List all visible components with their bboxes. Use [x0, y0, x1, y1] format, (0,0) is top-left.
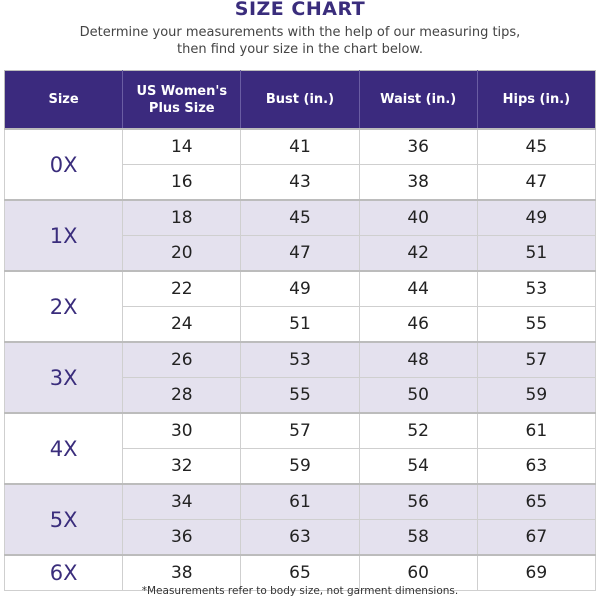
table-row: 0X 14 41 36 45 — [3, 128, 597, 201]
size-cell: 4X — [3, 412, 124, 485]
size-cell: 2X — [3, 270, 124, 343]
hips-cell: 57 — [476, 341, 597, 378]
hips-cell: 55 — [476, 306, 597, 343]
waist-cell: 48 — [358, 341, 478, 378]
waist-cell: 36 — [358, 128, 478, 165]
us-size-cell: 30 — [122, 412, 242, 449]
waist-cell: 44 — [358, 270, 478, 307]
us-size-cell: 16 — [122, 164, 242, 201]
hips-cell: 49 — [476, 199, 597, 236]
table-row: 4X 30 57 52 61 — [3, 412, 597, 485]
us-size-cell: 18 — [122, 199, 242, 236]
header-waist: Waist (in.) — [359, 70, 478, 129]
size-cell: 3X — [3, 341, 124, 414]
waist-cell: 42 — [358, 235, 478, 272]
subtitle-line-1: Determine your measurements with the hel… — [79, 25, 521, 40]
size-chart-table: Size US Women's Plus Size Bust (in.) Wai… — [3, 70, 597, 591]
hips-cell: 61 — [476, 412, 597, 449]
bust-cell: 43 — [240, 164, 360, 201]
header-row: Size US Women's Plus Size Bust (in.) Wai… — [4, 70, 596, 129]
waist-cell: 46 — [358, 306, 478, 343]
hips-cell: 69 — [476, 554, 597, 591]
table-row: 28 55 50 59 — [5, 377, 597, 414]
hips-cell: 65 — [476, 483, 597, 520]
hips-cell: 59 — [476, 377, 597, 414]
size-cell: 1X — [3, 199, 124, 272]
hips-cell: 47 — [476, 164, 597, 201]
size-cell: 0X — [3, 128, 124, 201]
header-size: Size — [4, 70, 124, 129]
header-us-size: US Women's Plus Size — [122, 70, 242, 129]
waist-cell: 56 — [358, 483, 478, 520]
table-row: 6X 38 65 60 69 — [3, 554, 597, 591]
header-bust: Bust (in.) — [240, 70, 360, 129]
table-row: 24 51 46 55 — [5, 306, 597, 343]
header-us-size-label: US Women's Plus Size — [136, 83, 228, 116]
bust-cell: 45 — [240, 199, 360, 236]
waist-cell: 54 — [358, 448, 478, 485]
bust-cell: 47 — [240, 235, 360, 272]
subtitle-line-2: then find your size in the chart below. — [177, 42, 423, 57]
header-hips: Hips (in.) — [477, 70, 596, 129]
us-size-cell: 24 — [122, 306, 242, 343]
hips-cell: 67 — [476, 519, 597, 556]
waist-cell: 52 — [358, 412, 478, 449]
bust-cell: 63 — [240, 519, 360, 556]
subtitle: Determine your measurements with the hel… — [0, 24, 600, 58]
table-row: 20 47 42 51 — [5, 235, 597, 272]
waist-cell: 40 — [358, 199, 478, 236]
bust-cell: 49 — [240, 270, 360, 307]
hips-cell: 51 — [476, 235, 597, 272]
table-row: 36 63 58 67 — [5, 519, 597, 556]
us-size-cell: 20 — [122, 235, 242, 272]
us-size-cell: 22 — [122, 270, 242, 307]
us-size-cell: 32 — [122, 448, 242, 485]
us-size-cell: 34 — [122, 483, 242, 520]
bust-cell: 55 — [240, 377, 360, 414]
bust-cell: 57 — [240, 412, 360, 449]
us-size-cell: 28 — [122, 377, 242, 414]
bust-cell: 53 — [240, 341, 360, 378]
bust-cell: 65 — [240, 554, 360, 591]
waist-cell: 60 — [358, 554, 478, 591]
size-cell: 6X — [3, 554, 124, 591]
table-row: 3X 26 53 48 57 — [3, 341, 597, 414]
us-size-cell: 14 — [122, 128, 242, 165]
bust-cell: 41 — [240, 128, 360, 165]
table-row: 16 43 38 47 — [5, 164, 597, 201]
table-row: 2X 22 49 44 53 — [3, 270, 597, 343]
waist-cell: 50 — [358, 377, 478, 414]
bust-cell: 51 — [240, 306, 360, 343]
size-cell: 5X — [3, 483, 124, 556]
us-size-cell: 36 — [122, 519, 242, 556]
hips-cell: 45 — [476, 128, 597, 165]
footnote: *Measurements refer to body size, not ga… — [141, 585, 459, 597]
hips-cell: 63 — [476, 448, 597, 485]
table-row: 1X 18 45 40 49 — [3, 199, 597, 272]
us-size-cell: 26 — [122, 341, 242, 378]
table-row: 32 59 54 63 — [5, 448, 597, 485]
page-title: SIZE CHART — [234, 0, 366, 20]
waist-cell: 58 — [358, 519, 478, 556]
hips-cell: 53 — [476, 270, 597, 307]
waist-cell: 38 — [358, 164, 478, 201]
table-row: 5X 34 61 56 65 — [3, 483, 597, 556]
bust-cell: 61 — [240, 483, 360, 520]
bust-cell: 59 — [240, 448, 360, 485]
us-size-cell: 38 — [122, 554, 242, 591]
